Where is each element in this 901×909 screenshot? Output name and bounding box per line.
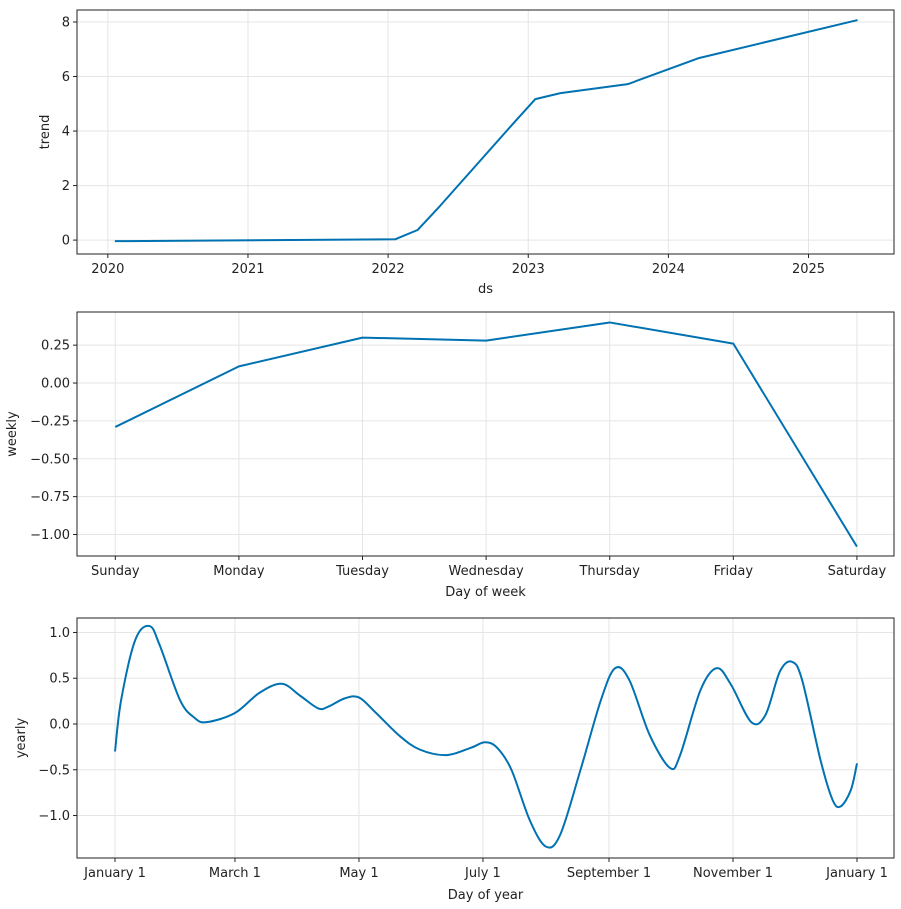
- axes-frame: [76, 9, 895, 255]
- x-axis-label: ds: [478, 282, 493, 297]
- y-tick-label: 0: [62, 234, 70, 249]
- y-tick-label: 2: [62, 179, 70, 194]
- y-tick-label: 4: [62, 125, 70, 140]
- x-tick-label: September 1: [567, 866, 651, 881]
- x-axis-label: Day of week: [445, 585, 526, 600]
- y-tick-label: −1.00: [30, 528, 70, 543]
- y-tick-label: 0.00: [41, 377, 70, 392]
- x-tick-label: January 1: [83, 866, 146, 881]
- y-axis-label: trend: [38, 115, 53, 150]
- y-axis-label: weekly: [5, 411, 20, 457]
- yearly-series-line: [114, 624, 858, 849]
- x-tick-label: Tuesday: [335, 564, 389, 579]
- y-tick-label: −0.50: [30, 452, 70, 467]
- x-tick-label: Wednesday: [448, 564, 524, 579]
- chart-3-yearly: January 1 March 1 May 1 July 1 September 1 No…: [14, 617, 895, 903]
- x-tick-label: November 1: [693, 866, 773, 881]
- y-tick-label: 6: [62, 70, 70, 85]
- x-tick-label: 2021: [231, 262, 264, 277]
- trend-series-line: [114, 19, 858, 243]
- y-tick-label: 0.25: [41, 339, 70, 354]
- x-tick-label: January 1: [825, 866, 888, 881]
- axes-frame: [76, 311, 895, 557]
- y-tick-label: −0.25: [30, 414, 70, 429]
- chart-1-trend: 2020 2021 2022 2023 2024 2025 0 2 4 6 8 ds trend: [38, 9, 895, 297]
- y-tick-label: −1.0: [38, 809, 70, 824]
- x-tick-label: 2024: [652, 262, 685, 277]
- y-axis-label: yearly: [14, 718, 29, 759]
- x-tick-label: Thursday: [578, 564, 640, 579]
- x-tick-label: 2023: [512, 262, 545, 277]
- chart-2-weekly: Sunday Monday Tuesday Wednesday Thursday Frid…: [5, 311, 895, 600]
- x-tick-label: Friday: [714, 564, 754, 579]
- x-tick-label: 2025: [792, 262, 825, 277]
- y-tick-label: 1.0: [49, 626, 70, 641]
- x-tick-label: May 1: [339, 866, 378, 881]
- y-tick-label: 0.0: [49, 717, 70, 732]
- y-tick-label: −0.5: [38, 763, 70, 778]
- y-tick-label: −0.75: [30, 490, 70, 505]
- x-tick-label: Saturday: [828, 564, 887, 579]
- axes-frame: [76, 617, 895, 859]
- y-tick-label: 8: [62, 15, 70, 30]
- x-tick-label: Monday: [213, 564, 265, 579]
- x-tick-label: Sunday: [91, 564, 140, 579]
- x-tick-label: 2020: [91, 262, 124, 277]
- x-tick-label: March 1: [209, 866, 261, 881]
- x-axis-label: Day of year: [448, 888, 524, 903]
- x-tick-label: July 1: [464, 866, 501, 881]
- y-tick-label: 0.5: [49, 672, 70, 687]
- x-tick-label: 2022: [372, 262, 405, 277]
